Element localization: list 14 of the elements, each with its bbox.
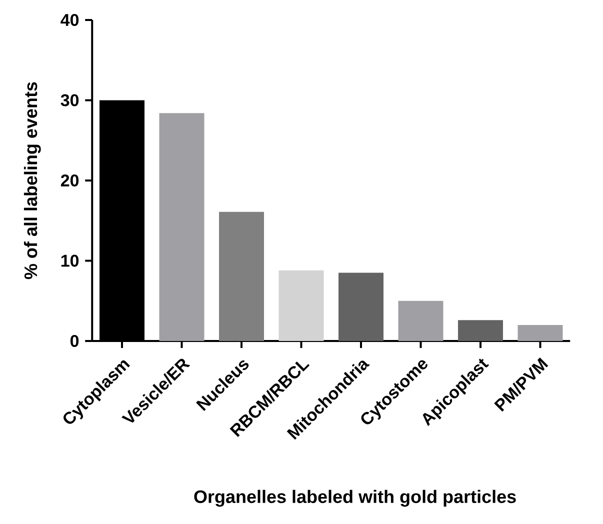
y-tick-label: 40 <box>60 14 79 26</box>
y-tick-label: 30 <box>60 94 79 106</box>
bar <box>338 272 384 341</box>
bar <box>159 113 204 341</box>
bar <box>398 300 444 341</box>
bar <box>219 212 264 341</box>
y-tick-label: 10 <box>61 254 79 267</box>
y-tick-label: 20 <box>60 174 79 187</box>
y-axis-title: % of all labeling events <box>24 82 41 280</box>
bar <box>278 270 324 341</box>
bar <box>518 324 563 341</box>
y-tick-label: 0 <box>70 334 79 348</box>
bar <box>458 320 503 341</box>
x-axis-title: Organelles labeled with gold particles <box>194 490 516 507</box>
